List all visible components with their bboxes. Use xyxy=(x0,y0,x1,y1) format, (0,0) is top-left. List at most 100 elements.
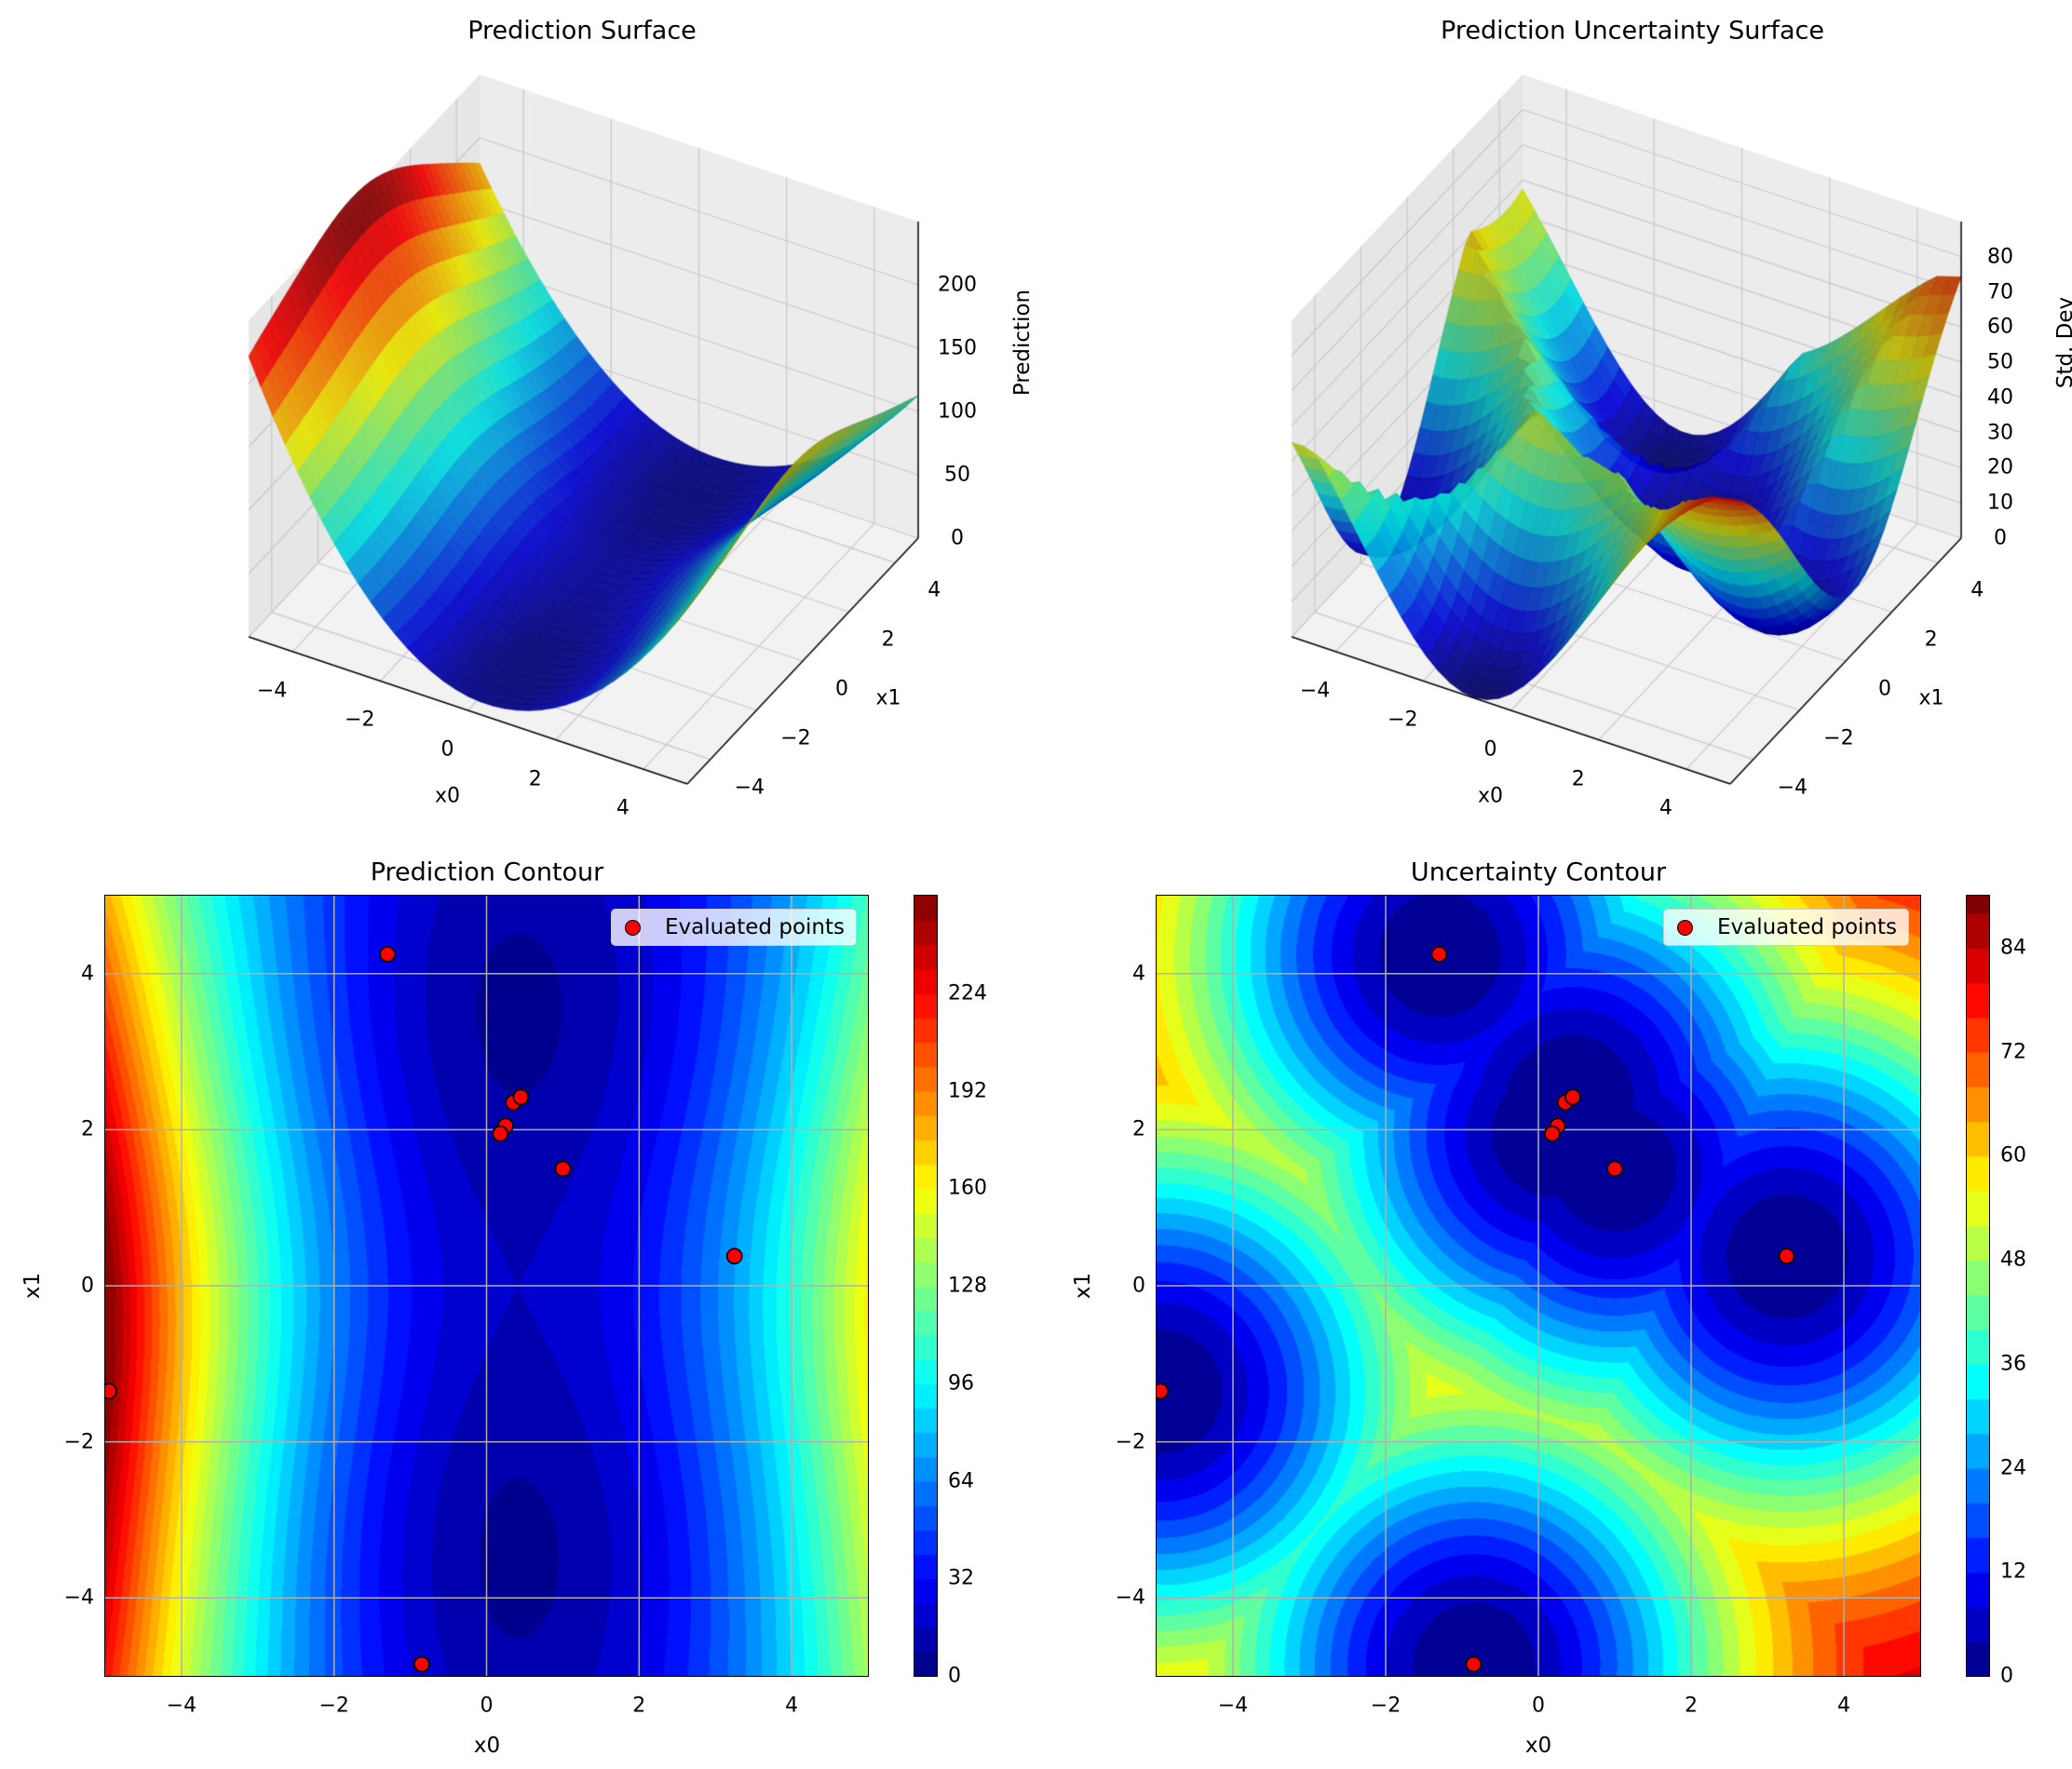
x1-tick-label: 2 xyxy=(881,628,895,652)
uncertainty-contour-axes xyxy=(1156,895,1921,1677)
uncertainty-contour-legend: Evaluated points xyxy=(1662,909,1909,946)
legend-label: Evaluated points xyxy=(664,915,845,939)
evaluated-point xyxy=(1430,945,1448,963)
x0-tick-label: −2 xyxy=(345,708,375,732)
y-tick-label: −2 xyxy=(63,1430,94,1454)
x0-tick-label: 4 xyxy=(1659,796,1672,820)
x1-tick-label: 4 xyxy=(1970,578,1984,602)
x-tick-label: 0 xyxy=(480,1694,494,1718)
uncertainty-contour-overlay xyxy=(1157,896,1920,1676)
z-tick-label: 30 xyxy=(1987,421,2013,445)
x0-axis-label: x0 xyxy=(1477,784,1504,808)
evaluated-point xyxy=(105,1383,117,1400)
evaluated-point xyxy=(1157,1383,1169,1400)
x1-tick-label: 0 xyxy=(1878,677,1891,701)
x-tick-label: −4 xyxy=(1217,1694,1249,1718)
x0-tick-label: −2 xyxy=(1388,708,1418,732)
colorbar-tick-label: 84 xyxy=(2000,936,2026,960)
z-tick-label: 50 xyxy=(944,463,970,487)
y-tick-label: −4 xyxy=(63,1586,94,1610)
y-tick-label: 2 xyxy=(1132,1117,1145,1141)
colorbar-tick-label: 12 xyxy=(2000,1560,2026,1584)
colorbar-tick-label: 96 xyxy=(948,1371,974,1396)
colorbar-tick-label: 32 xyxy=(948,1566,974,1590)
x1-axis-label: x1 xyxy=(1918,686,1944,710)
z-tick-label: 0 xyxy=(951,526,964,550)
y-tick-label: 2 xyxy=(81,1117,94,1141)
y-tick-label: 0 xyxy=(81,1274,94,1298)
x1-tick-label: −2 xyxy=(780,726,811,750)
prediction-contour-overlay xyxy=(105,896,868,1676)
x-tick-label: 2 xyxy=(632,1694,646,1718)
x-tick-label: −4 xyxy=(166,1694,197,1718)
x-tick-label: −2 xyxy=(318,1694,349,1718)
uncertainty-contour-xlabel: x0 xyxy=(1524,1734,1552,1758)
evaluated-point xyxy=(725,1248,743,1265)
y-tick-label: −2 xyxy=(1115,1430,1145,1454)
evaluated-point xyxy=(1778,1248,1795,1265)
y-tick-label: 4 xyxy=(1132,962,1145,986)
evaluated-point xyxy=(1465,1655,1483,1673)
z-axis-label: Prediction xyxy=(1010,289,1035,397)
evaluated-point xyxy=(1543,1125,1561,1142)
z-tick-label: 10 xyxy=(1987,491,2013,515)
legend-marker-icon xyxy=(1676,919,1693,936)
y-tick-label: 0 xyxy=(1132,1274,1145,1298)
evaluated-point xyxy=(1564,1088,1581,1106)
y-tick-label: 4 xyxy=(81,962,94,986)
x0-tick-label: 2 xyxy=(1571,767,1585,791)
uncertainty-contour-title: Uncertainty Contour xyxy=(1410,857,1667,887)
prediction-contour-axes xyxy=(104,895,869,1677)
uncertainty-contour-ylabel: x1 xyxy=(1071,1272,1095,1300)
x0-tick-label: 0 xyxy=(1483,737,1497,762)
colorbar-tick-label: 24 xyxy=(2000,1456,2026,1480)
z-tick-label: 150 xyxy=(938,336,977,360)
colorbar-tick-label: 224 xyxy=(948,981,987,1006)
x0-tick-label: −4 xyxy=(1299,679,1331,703)
z-tick-label: 60 xyxy=(1987,315,2013,339)
evaluated-point xyxy=(492,1125,509,1142)
x0-tick-label: 2 xyxy=(528,767,542,791)
surface-plots-canvas xyxy=(0,0,2072,838)
x-tick-label: 0 xyxy=(1532,1694,1545,1718)
evaluated-point xyxy=(379,945,396,963)
x-tick-label: −2 xyxy=(1370,1694,1402,1718)
colorbar-tick-label: 192 xyxy=(948,1079,987,1102)
x0-tick-label: 0 xyxy=(440,737,454,762)
x1-tick-label: −4 xyxy=(1777,776,1808,800)
x1-axis-label: x1 xyxy=(875,686,901,710)
x-tick-label: 2 xyxy=(1685,1694,1698,1718)
z-tick-label: 20 xyxy=(1987,455,2013,479)
z-axis-label: Std. Dev xyxy=(2053,296,2072,389)
z-tick-label: 0 xyxy=(1994,526,2007,550)
z-tick-label: 80 xyxy=(1987,245,2013,269)
prediction-contour-title: Prediction Contour xyxy=(370,857,604,887)
x-tick-label: 4 xyxy=(785,1694,799,1718)
z-tick-label: 200 xyxy=(938,273,977,297)
colorbar-tick-label: 0 xyxy=(948,1664,961,1688)
x0-axis-label: x0 xyxy=(434,784,461,808)
x-tick-label: 4 xyxy=(1837,1694,1850,1718)
evaluated-point xyxy=(413,1655,430,1673)
colorbar-tick-label: 72 xyxy=(2000,1040,2026,1064)
colorbar-tick-label: 128 xyxy=(948,1274,987,1298)
z-tick-label: 100 xyxy=(938,399,977,424)
x1-tick-label: 0 xyxy=(835,677,848,701)
uncertainty-colorbar xyxy=(1966,895,1990,1677)
legend-label: Evaluated points xyxy=(1716,915,1897,939)
colorbar-tick-label: 60 xyxy=(2000,1143,2026,1168)
evaluated-point xyxy=(1606,1160,1623,1178)
legend-marker-icon xyxy=(624,919,641,936)
z-tick-label: 40 xyxy=(1987,385,2013,410)
prediction-surface-title: Prediction Surface xyxy=(467,16,697,46)
x0-tick-label: −4 xyxy=(256,679,288,703)
z-tick-label: 70 xyxy=(1987,280,2013,304)
x0-tick-label: 4 xyxy=(616,796,630,820)
prediction-contour-xlabel: x0 xyxy=(473,1734,501,1758)
z-tick-label: 50 xyxy=(1987,350,2013,374)
colorbar-tick-label: 0 xyxy=(2000,1664,2013,1688)
x1-tick-label: −4 xyxy=(734,776,765,800)
uncertainty-surface-title: Prediction Uncertainty Surface xyxy=(1441,16,1824,46)
evaluated-point xyxy=(554,1160,572,1178)
x1-tick-label: 2 xyxy=(1924,628,1938,652)
